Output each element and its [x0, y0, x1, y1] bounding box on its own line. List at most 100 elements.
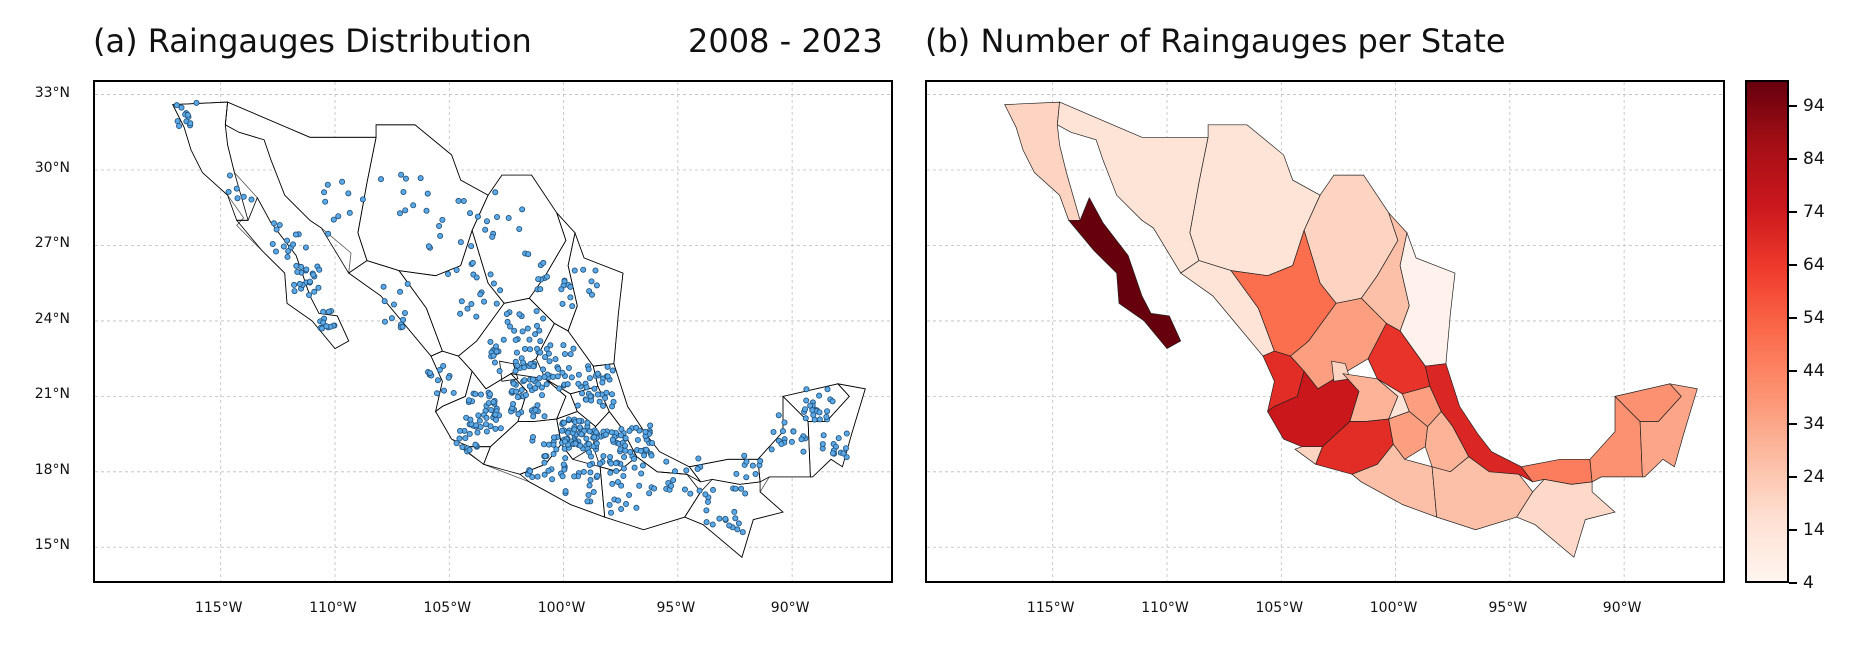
- raingauge-point: [622, 447, 629, 454]
- raingauge-point: [593, 282, 600, 289]
- raingauge-point: [802, 415, 809, 422]
- raingauge-point: [178, 104, 185, 111]
- raingauge-point: [503, 310, 510, 317]
- raingauge-point: [561, 466, 568, 473]
- raingauge-point: [552, 356, 559, 363]
- raingauge-point: [558, 286, 565, 293]
- raingauge-point: [829, 450, 836, 457]
- raingauge-point: [493, 343, 500, 350]
- raingauge-point: [609, 391, 616, 398]
- raingauge-point: [541, 373, 548, 380]
- raingauge-point: [587, 469, 594, 476]
- raingauge-point: [575, 417, 582, 424]
- raingauge-point: [504, 318, 511, 325]
- raingauge-point: [485, 400, 492, 407]
- raingauge-point: [472, 422, 479, 429]
- raingauge-point: [310, 271, 317, 278]
- lon-tick-label: 95°W: [656, 600, 696, 616]
- raingauge-point: [562, 438, 569, 445]
- raingauge-point: [445, 271, 452, 278]
- state-col: [1294, 446, 1323, 465]
- raingauge-point: [741, 452, 748, 459]
- raingauge-point: [225, 188, 232, 195]
- raingauge-point: [803, 397, 810, 404]
- raingauge-point: [542, 453, 549, 460]
- raingauge-point: [477, 391, 484, 398]
- raingauge-point: [524, 325, 531, 332]
- raingauge-point: [604, 373, 611, 380]
- raingauge-point: [820, 432, 827, 439]
- raingauge-point: [649, 439, 656, 446]
- raingauge-point: [532, 385, 539, 392]
- raingauge-point: [437, 232, 444, 239]
- raingauge-point: [187, 120, 194, 127]
- raingauge-point: [572, 440, 579, 447]
- colorbar-tick-mark: [1789, 370, 1797, 373]
- raingauge-point: [292, 231, 299, 238]
- raingauge-point: [280, 243, 287, 250]
- raingauge-point: [535, 276, 542, 283]
- state-chis: [1516, 479, 1616, 558]
- raingauge-point: [521, 377, 528, 384]
- raingauge-point: [587, 393, 594, 400]
- raingauge-point: [234, 195, 241, 202]
- panel-a-title: (a) Raingauges Distribution: [93, 22, 532, 60]
- raingauge-point: [810, 412, 817, 419]
- raingauge-point: [481, 298, 488, 305]
- raingauge-point: [330, 216, 337, 223]
- raingauge-point: [404, 280, 411, 287]
- raingauge-point: [285, 248, 292, 255]
- raingauge-point: [642, 428, 649, 435]
- raingauge-point: [497, 287, 504, 294]
- state-qroo: [1639, 383, 1698, 478]
- raingauge-point: [505, 215, 512, 222]
- raingauge-point: [641, 452, 648, 459]
- raingauge-point: [516, 311, 523, 318]
- raingauge-point: [816, 416, 823, 423]
- raingauge-point: [388, 315, 395, 322]
- lat-tick-label: 24°N: [34, 310, 70, 327]
- raingauge-point: [607, 460, 614, 467]
- raingauge-point: [546, 358, 553, 365]
- state-border: [684, 478, 784, 558]
- raingauge-point: [496, 368, 503, 375]
- raingauge-point: [607, 469, 614, 476]
- raingauge-point: [515, 411, 522, 418]
- lat-tick-label: 30°N: [34, 160, 70, 177]
- raingauge-point: [315, 284, 322, 291]
- raingauge-point: [226, 172, 233, 179]
- raingauge-point: [440, 363, 447, 370]
- raingauge-point: [525, 251, 532, 258]
- raingauge-point: [399, 323, 406, 330]
- raingauge-point: [322, 198, 329, 205]
- raingauge-point: [704, 498, 711, 505]
- raingauge-point: [590, 489, 597, 496]
- raingauge-point: [561, 419, 568, 426]
- raingauge-point: [586, 428, 593, 435]
- raingauge-point: [571, 473, 578, 480]
- raingauge-point: [829, 398, 836, 405]
- raingauge-point: [487, 271, 494, 278]
- raingauge-point: [585, 440, 592, 447]
- panel-b-map: [925, 80, 1725, 583]
- raingauge-point: [542, 354, 549, 361]
- colorbar-tick-mark: [1789, 476, 1797, 479]
- colorbar-tick-mark: [1789, 211, 1797, 214]
- raingauge-point: [291, 288, 298, 295]
- raingauge-point: [468, 301, 475, 308]
- raingauge-point: [670, 477, 677, 484]
- colorbar-tick-label: 84: [1803, 149, 1825, 170]
- raingauge-point: [439, 216, 446, 223]
- raingauge-point: [604, 363, 611, 370]
- raingauge-point: [681, 486, 688, 493]
- raingauge-point: [578, 431, 585, 438]
- raingauge-point: [589, 291, 596, 298]
- raingauge-point: [840, 450, 847, 457]
- raingauge-point: [269, 240, 276, 247]
- raingauge-point: [550, 434, 557, 441]
- raingauge-point: [620, 465, 627, 472]
- raingauge-point: [618, 426, 625, 433]
- raingauge-point: [378, 176, 385, 183]
- raingauge-point: [559, 369, 566, 376]
- raingauge-point: [291, 281, 298, 288]
